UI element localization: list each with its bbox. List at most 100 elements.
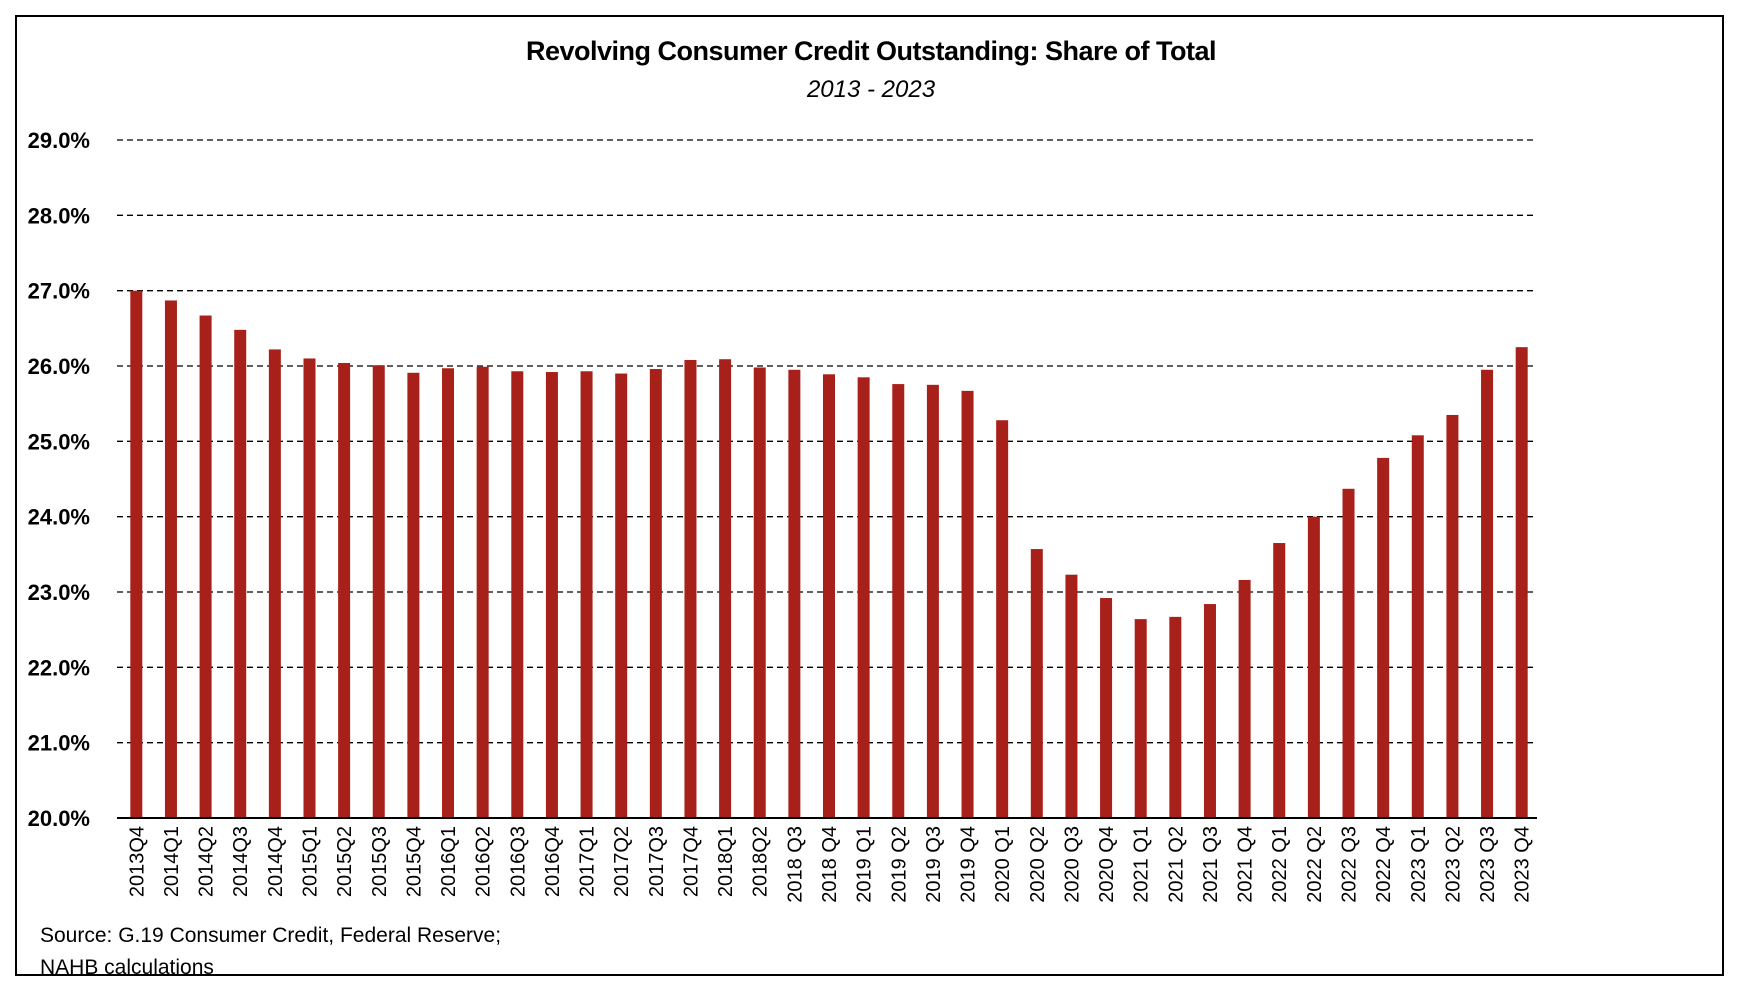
bar	[1481, 369, 1494, 818]
bar	[1307, 516, 1320, 818]
x-tick-label: 2023 Q2	[1442, 826, 1464, 903]
bar	[1065, 574, 1078, 818]
x-tick-label: 2020 Q1	[992, 826, 1014, 903]
x-axis: 2013Q4 2014Q1 2014Q2 2014Q3 2014Q4 2015Q1 2015…	[117, 817, 1537, 903]
bar	[199, 315, 212, 818]
x-tick-label: 2018Q1	[715, 826, 737, 897]
x-tick-label: 2022 Q2	[1304, 826, 1326, 903]
chart-title: Revolving Consumer Credit Outstanding: S…	[525, 36, 1217, 66]
bar	[823, 374, 835, 818]
bar	[649, 369, 662, 818]
bar	[1203, 604, 1216, 818]
bar	[1515, 347, 1528, 818]
x-tick-label: 2017Q4	[680, 826, 702, 897]
bar	[442, 368, 455, 818]
bar	[1030, 549, 1043, 818]
x-tick-label: 2022 Q4	[1373, 826, 1395, 903]
x-tick-label: 2021 Q3	[1200, 826, 1222, 903]
bar	[753, 367, 766, 818]
x-tick-label: 2015Q4	[403, 826, 425, 897]
x-tick-label: 2015Q1	[299, 826, 321, 897]
x-tick-label: 2019 Q2	[888, 826, 910, 903]
bar	[788, 369, 801, 818]
x-tick-label: 2020 Q3	[1061, 826, 1083, 903]
x-tick-label: 2023 Q3	[1477, 826, 1499, 903]
bar	[615, 373, 628, 818]
y-tick-label: 21.0%	[28, 731, 90, 756]
x-tick-label: 2016Q2	[473, 826, 495, 897]
x-tick-label: 2021 Q1	[1131, 826, 1153, 903]
bar	[338, 362, 351, 818]
bar	[892, 384, 905, 818]
bar	[1446, 414, 1459, 818]
x-tick-label: 2018 Q3	[784, 826, 806, 903]
bar	[1134, 619, 1147, 818]
x-tick-label: 2020 Q4	[1096, 826, 1118, 903]
bar	[1169, 616, 1182, 818]
bar	[719, 359, 732, 818]
y-tick-label: 25.0%	[28, 429, 90, 454]
x-tick-label: 2016Q1	[438, 826, 460, 897]
bar	[926, 384, 939, 818]
source-note: Source: G.19 Consumer Credit, Federal Re…	[40, 920, 501, 984]
x-tick-label: 2021 Q4	[1235, 826, 1257, 903]
x-tick-label: 2019 Q4	[958, 826, 980, 903]
y-tick-label: 27.0%	[28, 279, 90, 304]
x-tick-label: 2014Q2	[196, 826, 218, 897]
bar	[164, 300, 177, 819]
y-tick-label: 23.0%	[28, 580, 90, 605]
x-tick-label: 2023 Q4	[1512, 826, 1534, 903]
bar	[476, 366, 489, 818]
source-line-2: NAHB calculations	[40, 956, 214, 979]
bar	[996, 420, 1009, 818]
x-tick-label: 2019 Q1	[854, 826, 876, 903]
y-tick-label: 29.0%	[28, 128, 90, 153]
x-tick-label: 2017Q3	[646, 826, 668, 897]
x-tick-label: 2016Q3	[507, 826, 529, 897]
bar	[580, 371, 593, 818]
x-tick-label: 2017Q2	[611, 826, 633, 897]
bar	[268, 349, 281, 818]
bar	[961, 390, 974, 818]
x-tick-label: 2015Q2	[334, 826, 356, 897]
bar	[407, 372, 420, 818]
x-tick-label: 2022 Q1	[1269, 826, 1291, 903]
bar	[372, 365, 385, 818]
bar	[545, 372, 558, 818]
x-tick-label: 2023 Q1	[1408, 826, 1430, 903]
y-tick-label: 26.0%	[28, 354, 90, 379]
bar	[1273, 543, 1286, 818]
y-tick-label: 24.0%	[28, 505, 90, 530]
bar	[130, 290, 143, 819]
x-tick-label: 2013Q4	[126, 826, 148, 897]
bar	[303, 358, 316, 818]
x-tick-label: 2014Q4	[265, 826, 287, 897]
bar	[1377, 457, 1390, 818]
source-line-1: Source: G.19 Consumer Credit, Federal Re…	[40, 924, 502, 947]
x-tick-label: 2014Q3	[230, 826, 252, 897]
bar	[234, 329, 247, 818]
y-tick-label: 20.0%	[28, 806, 90, 831]
x-tick-label: 2022 Q3	[1339, 826, 1361, 903]
x-tick-label: 2020 Q2	[1027, 826, 1049, 903]
x-tick-label: 2021 Q2	[1165, 826, 1187, 903]
bars	[130, 290, 1528, 819]
bar	[1342, 488, 1355, 818]
x-tick-label: 2015Q3	[369, 826, 391, 897]
x-tick-label: 2018 Q4	[819, 826, 841, 903]
y-axis: 29.0% 28.0% 27.0% 26.0% 25.0% 24.0% 23.0% 22.0%…	[28, 128, 90, 831]
bar	[1238, 579, 1251, 818]
bar	[684, 359, 697, 818]
chart-subtitle: 2013 - 2023	[806, 76, 936, 103]
x-tick-label: 2019 Q3	[923, 826, 945, 903]
bar	[1411, 435, 1424, 818]
y-tick-label: 22.0%	[28, 655, 90, 680]
y-tick-label: 28.0%	[28, 203, 90, 228]
bar	[857, 377, 870, 818]
x-tick-label: 2018Q2	[750, 826, 772, 897]
x-tick-label: 2014Q1	[161, 826, 183, 897]
x-tick-label: 2017Q1	[577, 826, 599, 897]
bar	[1100, 598, 1113, 818]
x-tick-label: 2016Q4	[542, 826, 564, 897]
